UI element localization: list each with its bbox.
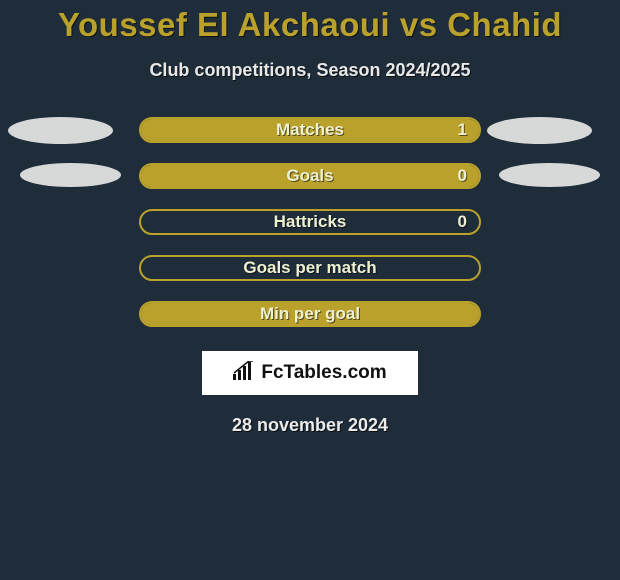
stat-label: Goals <box>286 166 333 186</box>
left-ellipse-icon <box>20 163 121 187</box>
stat-bar: Hattricks 0 <box>139 209 481 235</box>
page-title: Youssef El Akchaoui vs Chahid <box>0 0 620 44</box>
right-ellipse-icon <box>487 117 592 144</box>
left-ellipse-icon <box>8 117 113 144</box>
stat-bar: Min per goal <box>139 301 481 327</box>
stat-rows: Matches 1 Goals 0 Hattricks 0 Goals per match M… <box>0 117 620 329</box>
page-subtitle: Club competitions, Season 2024/2025 <box>0 60 620 81</box>
stat-label: Hattricks <box>274 212 347 232</box>
stat-bar: Goals per match <box>139 255 481 281</box>
stat-bar: Goals 0 <box>139 163 481 189</box>
stat-label: Min per goal <box>260 304 360 324</box>
stat-value: 0 <box>458 212 467 232</box>
stat-label: Goals per match <box>243 258 376 278</box>
stat-row: Min per goal <box>0 301 620 329</box>
bar-chart-icon <box>233 361 255 386</box>
logo-banner: FcTables.com <box>202 351 418 395</box>
right-ellipse-icon <box>499 163 600 187</box>
stat-row: Goals per match <box>0 255 620 283</box>
stat-label: Matches <box>276 120 344 140</box>
stat-bar: Matches 1 <box>139 117 481 143</box>
stat-value: 0 <box>458 166 467 186</box>
logo-text: FcTables.com <box>261 362 386 384</box>
stat-row: Goals 0 <box>0 163 620 191</box>
stat-value: 1 <box>458 120 467 140</box>
stat-row: Hattricks 0 <box>0 209 620 237</box>
stat-row: Matches 1 <box>0 117 620 145</box>
page-date: 28 november 2024 <box>0 415 620 436</box>
